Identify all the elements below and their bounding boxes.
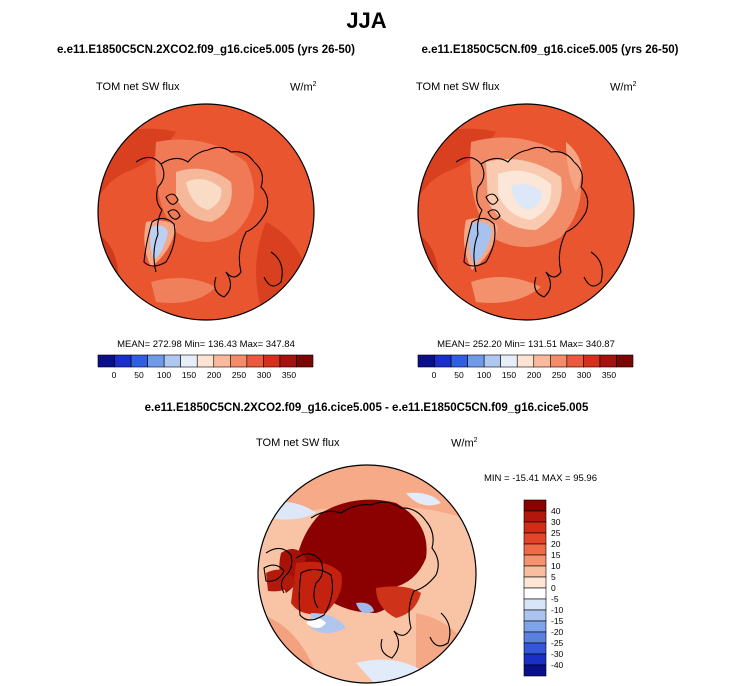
panel-2-coastlines [455, 146, 603, 298]
colorbar-box [566, 354, 584, 368]
colorbar-box [467, 354, 485, 368]
panel-3-coastlines [263, 501, 451, 659]
cbar-tick: -25 [551, 638, 564, 648]
panel-3-polar-map [257, 464, 477, 684]
cbar-tick: -10 [551, 605, 564, 615]
colorbar-box [279, 354, 297, 368]
cbar-tick: 300 [256, 370, 272, 380]
colorbar-box [97, 354, 115, 368]
colorbar-box [523, 576, 547, 589]
cbar-tick: 200 [206, 370, 222, 380]
colorbar-box [516, 354, 535, 368]
colorbar-box [523, 554, 547, 567]
panel-3-variable-label: TOM net SW flux [256, 437, 340, 449]
cbar-tick: -15 [551, 616, 564, 626]
panel-1-stats: MEAN= 272.98 Min= 136.43 Max= 347.84 [117, 339, 295, 350]
cbar-tick: 50 [454, 370, 464, 380]
colorbar-box [147, 354, 165, 368]
colorbar-box [523, 609, 547, 622]
colorbar-box [114, 354, 132, 368]
cbar-tick: 200 [526, 370, 542, 380]
cbar-tick: 250 [231, 370, 247, 380]
cbar-tick: 150 [501, 370, 517, 380]
panel-2-colorbar [417, 354, 634, 368]
colorbar-box [523, 521, 547, 534]
panel-2-stats: MEAN= 252.20 Min= 131.51 Max= 340.87 [437, 339, 615, 350]
panel-3-case-title: e.e11.E1850C5CN.2XCO2.f09_g16.cice5.005 … [144, 402, 589, 414]
panel-1-case-title: e.e11.E1850C5CN.2XCO2.f09_g16.cice5.005 … [57, 44, 355, 56]
colorbar-box [599, 354, 617, 368]
panel-3-stats: MIN = -15.41 MAX = 95.96 [484, 473, 598, 484]
cbar-tick: 20 [551, 539, 561, 549]
cbar-tick: 300 [576, 370, 592, 380]
cbar-tick: 350 [601, 370, 617, 380]
colorbar-box [417, 354, 435, 368]
cbar-tick: 250 [551, 370, 567, 380]
cbar-tick: 0 [431, 370, 437, 380]
colorbar-box [523, 499, 547, 512]
cbar-tick: 10 [551, 561, 561, 571]
cbar-tick: -20 [551, 627, 564, 637]
panel-2-colorbar-ticks: 0 50 100 150 200 250 300 350 [418, 370, 633, 382]
panel-2-polar-map [417, 103, 635, 321]
colorbar-box [230, 354, 248, 368]
colorbar-box [523, 565, 547, 578]
colorbar-box [523, 587, 547, 600]
colorbar-box [523, 664, 547, 677]
panel-1-polar-map [97, 103, 315, 321]
panel-2-units-label: W/m2 [610, 81, 637, 94]
cbar-tick: 30 [551, 517, 561, 527]
colorbar-box [450, 354, 468, 368]
colorbar-box [434, 354, 452, 368]
colorbar-box [130, 354, 148, 368]
cbar-tick: 15 [551, 550, 561, 560]
colorbar-box [533, 354, 551, 368]
panel-1-colorbar-ticks: 0 50 100 150 200 250 300 350 [98, 370, 313, 382]
colorbar-box [523, 543, 547, 556]
panel-1-colorbar [97, 354, 314, 368]
cbar-tick: 0 [551, 583, 556, 593]
colorbar-box [213, 354, 231, 368]
cbar-tick: 100 [156, 370, 172, 380]
panel-1-coastlines [135, 146, 283, 298]
panel-2-case-title: e.e11.E1850C5CN.f09_g16.cice5.005 (yrs 2… [421, 44, 679, 56]
colorbar-box [523, 631, 547, 644]
cbar-tick: -5 [551, 594, 559, 604]
colorbar-box [583, 354, 601, 368]
colorbar-box [163, 354, 181, 368]
colorbar-box [523, 653, 547, 666]
cbar-tick: 350 [281, 370, 297, 380]
cbar-tick: 25 [551, 528, 561, 538]
colorbar-box [523, 642, 547, 655]
panel-1-variable-label: TOM net SW flux [96, 81, 180, 93]
colorbar-box [296, 354, 314, 368]
panel-2-variable-label: TOM net SW flux [416, 81, 500, 93]
colorbar-box [246, 354, 264, 368]
colorbar-box [523, 598, 547, 611]
cbar-tick: 50 [134, 370, 144, 380]
colorbar-box [263, 354, 281, 368]
colorbar-box [616, 354, 634, 368]
panel-3-units-label: W/m2 [451, 437, 478, 450]
colorbar-box [550, 354, 568, 368]
panel-3-colorbar [523, 499, 547, 677]
colorbar-box [523, 620, 547, 633]
panel-1-units-label: W/m2 [290, 81, 317, 94]
cbar-tick: 150 [181, 370, 197, 380]
figure-title: JJA [346, 8, 387, 33]
colorbar-box [180, 354, 198, 368]
colorbar-box [196, 354, 215, 368]
colorbar-box [523, 510, 547, 523]
cbar-tick: 40 [551, 506, 561, 516]
cbar-tick: -30 [551, 649, 564, 659]
colorbar-box [523, 532, 547, 545]
cbar-tick: 100 [476, 370, 492, 380]
cbar-tick: 5 [551, 572, 556, 582]
cbar-tick: -40 [551, 660, 564, 670]
cbar-tick: 0 [111, 370, 117, 380]
colorbar-box [500, 354, 518, 368]
panel-3-colorbar-ticks: 40 30 25 20 15 10 5 0 -5 -10 -15 -20 -25… [551, 500, 581, 676]
colorbar-box [483, 354, 501, 368]
